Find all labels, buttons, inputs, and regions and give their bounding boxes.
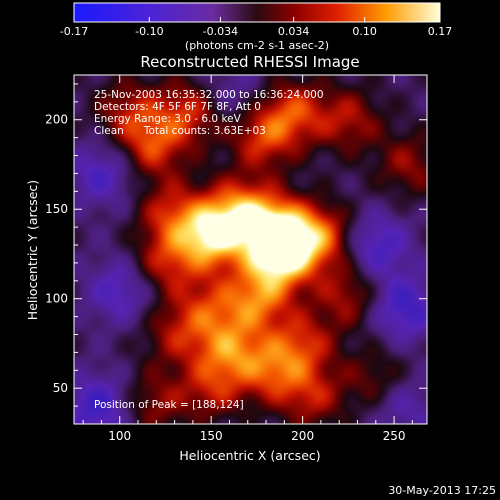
y-tick-label: 100 — [45, 292, 68, 306]
chart-title: Reconstructed RHESSI Image — [140, 53, 359, 71]
colorbar-tick-label: -0.17 — [60, 25, 88, 38]
colorbar-tick-label: -0.034 — [203, 25, 238, 38]
peak-position-label: Position of Peak = [188,124] — [94, 399, 244, 411]
y-tick-label: 200 — [45, 113, 68, 127]
footer-timestamp: 30-May-2013 17:25 — [388, 484, 496, 497]
axes: 100 150 200 250 50 100 150 200 — [45, 75, 427, 443]
colorbar-tick-label: -0.10 — [135, 25, 163, 38]
x-tick-label: 250 — [383, 429, 406, 443]
y-axis-label: Heliocentric Y (arcsec) — [25, 180, 40, 320]
annotation-energy: Energy Range: 3.0 - 6.0 keV — [94, 113, 242, 125]
colorbar-tick-label: 0.034 — [278, 25, 310, 38]
colorbar-ticks: -0.17 -0.10 -0.034 0.034 0.10 0.17 — [60, 17, 452, 38]
annotation-counts: Clean Total counts: 3.63E+03 — [94, 125, 266, 137]
x-axis-label: Heliocentric X (arcsec) — [179, 448, 320, 463]
annotation-time: 25-Nov-2003 16:35:32.000 to 16:36:24.000 — [94, 89, 324, 101]
annotation-detectors: Detectors: 4F 5F 6F 7F 8F, Att 0 — [94, 101, 261, 113]
y-tick-label: 50 — [53, 381, 68, 395]
annotation-block: 25-Nov-2003 16:35:32.000 to 16:36:24.000… — [94, 89, 324, 137]
colorbar-tick-label: 0.10 — [352, 25, 377, 38]
colorbar-unit-label: (photons cm-2 s-1 asec-2) — [185, 39, 329, 52]
plot-border — [73, 74, 428, 425]
colorbar-tick-label: 0.17 — [428, 25, 453, 38]
image-frame — [74, 75, 427, 424]
y-tick-label: 150 — [45, 202, 68, 216]
heatmap-image — [74, 75, 427, 424]
x-tick-label: 150 — [200, 429, 223, 443]
x-tick-label: 200 — [291, 429, 314, 443]
colorbar — [73, 2, 441, 23]
x-tick-label: 100 — [108, 429, 131, 443]
